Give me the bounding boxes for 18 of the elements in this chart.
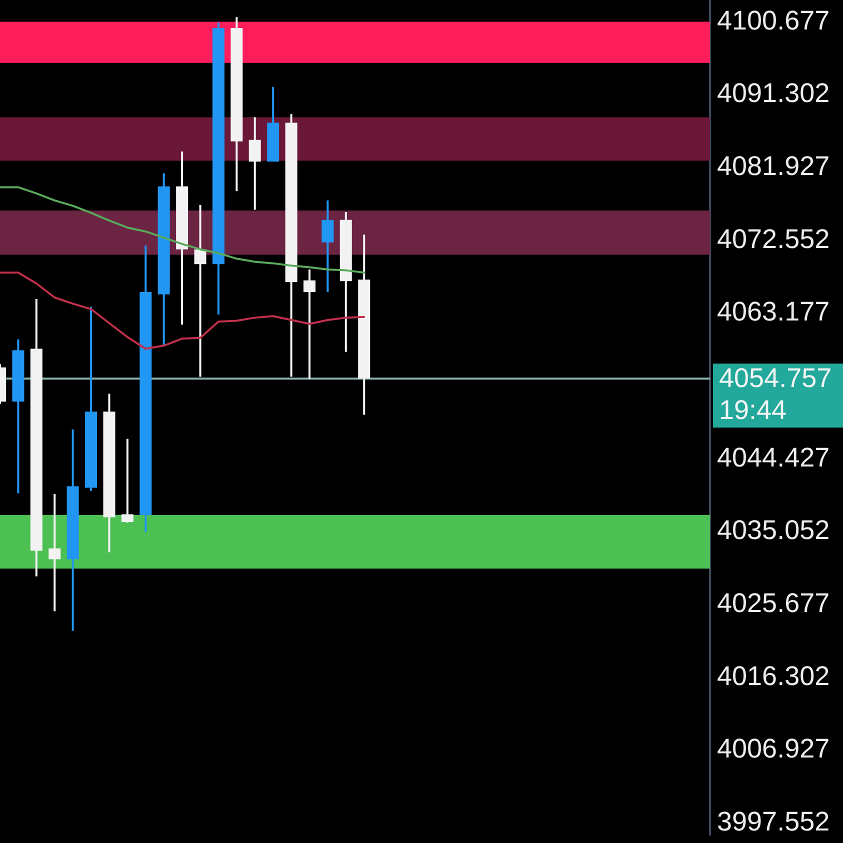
y-tick-label: 4044.427 <box>717 442 830 472</box>
y-tick-label: 4025.677 <box>717 588 830 618</box>
candlestick <box>194 205 206 377</box>
y-tick-label: 4091.302 <box>717 78 830 108</box>
y-tick-label: 4035.052 <box>717 515 830 546</box>
y-tick-label: 4100.677 <box>717 5 830 36</box>
y-tick-label: 4006.927 <box>717 734 830 764</box>
y-tick-label: 4063.177 <box>717 296 830 327</box>
y-tick-label: 4016.302 <box>717 660 830 691</box>
candlestick <box>248 117 261 210</box>
candlestick <box>48 494 61 612</box>
y-tick-label: 4072.552 <box>717 224 830 254</box>
text: 19:44 <box>719 395 787 426</box>
candlestick <box>303 270 316 380</box>
y-tick-label: 3997.552 <box>717 806 830 836</box>
candlestick <box>121 438 134 523</box>
ref-line-label: 4054.757 <box>719 363 832 394</box>
y-tick-label: 4081.927 <box>717 151 830 182</box>
